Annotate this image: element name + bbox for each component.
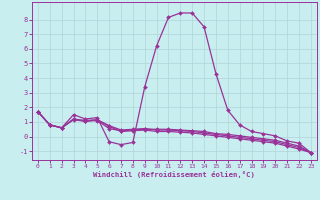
- X-axis label: Windchill (Refroidissement éolien,°C): Windchill (Refroidissement éolien,°C): [93, 171, 255, 178]
